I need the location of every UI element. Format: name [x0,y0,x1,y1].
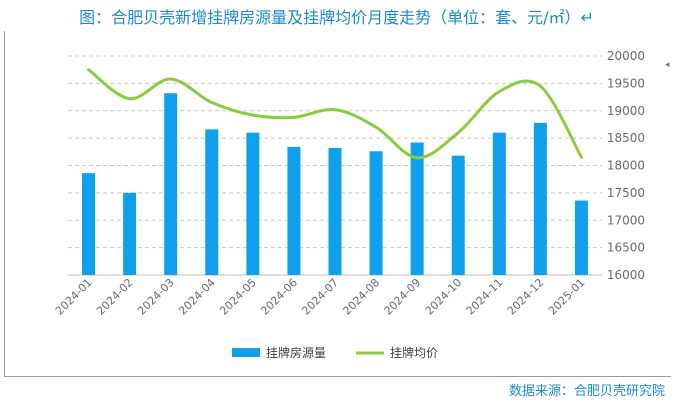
bar [246,132,260,275]
x-tick-label: 2024-08 [341,276,383,318]
y-tick-label: 20000 [607,49,645,63]
x-tick-label: 2024-06 [258,276,300,318]
chart-title: 图：合肥贝壳新增挂牌房源量及挂牌均价月度走势（单位：套、元/㎡）↵ [79,8,594,27]
bar [164,93,178,275]
x-tick-label: 2024-09 [382,276,424,318]
legend-line-label: 挂牌均价 [390,346,438,360]
y-tick-label: 18500 [607,131,645,145]
chart-frame [4,31,671,377]
price-line [87,68,583,160]
frame-corner-mark: ◂ [665,60,670,70]
x-tick-label: 2024-01 [53,276,95,318]
y-axis-right: 20000 19500 19000 18500 18000 17500 17000 16500… [607,49,645,282]
bar [82,173,96,275]
data-source: 数据来源：合肥贝壳研究院 [508,384,665,399]
y-tick-label: 18000 [607,159,645,173]
x-tick-label: 2024-07 [299,276,341,318]
x-tick-label: 2024-12 [505,276,547,318]
y-tick-label: 19500 [607,76,645,90]
x-tick-label: 2025-01 [546,276,588,318]
bar [369,151,383,275]
bar [123,192,137,275]
bar [205,129,219,275]
y-tick-label: 17000 [607,213,645,227]
legend-bar-swatch [232,348,260,357]
y-tick-label: 19000 [607,104,645,118]
legend-bar-label: 挂牌房源量 [266,345,326,360]
bar [533,122,547,275]
bar [492,132,506,275]
legend: 挂牌房源量 挂牌均价 [232,345,438,360]
bar [451,155,465,275]
x-tick-label: 2024-04 [176,276,218,318]
y-tick-label: 16000 [607,268,645,282]
x-tick-label: 2024-02 [94,276,136,318]
bar-series [82,93,588,275]
y-tick-label: 17500 [607,186,645,200]
bar [287,146,301,275]
x-tick-label: 2024-05 [217,276,259,318]
bar [410,142,424,275]
x-tick-label: 2024-11 [464,276,506,318]
x-tick-label: 2024-03 [135,276,177,318]
bar [328,147,342,275]
line-series [87,68,583,160]
bar [574,200,588,275]
x-axis: 2024-01 2024-02 2024-03 2024-04 2024-05 2024-… [53,276,588,318]
y-tick-label: 16500 [607,241,645,255]
x-tick-label: 2024-10 [423,276,465,318]
